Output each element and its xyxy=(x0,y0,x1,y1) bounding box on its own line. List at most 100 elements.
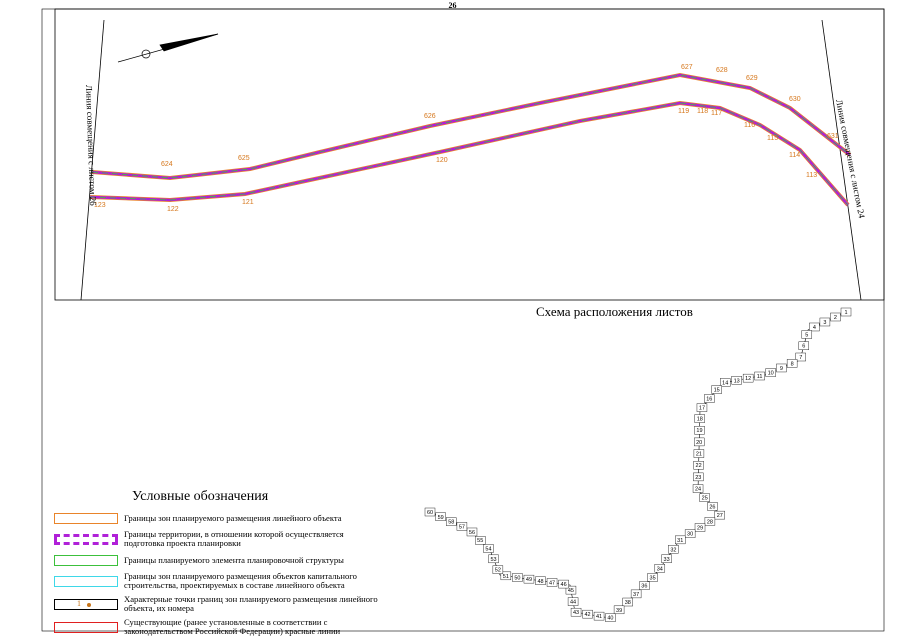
sheet-cell xyxy=(647,573,658,582)
point-label: 629 xyxy=(746,75,758,82)
sheet-cell xyxy=(558,579,569,589)
upper-point-labels: 624 625 626 627 628 629 630 631 xyxy=(161,64,839,168)
sheet-cell xyxy=(714,510,725,520)
sheet-number: 56 xyxy=(469,530,475,536)
sheet-cell xyxy=(582,609,593,619)
left-match-label: Линия совмещения с листом 26 xyxy=(84,85,98,207)
lower-point-labels: 123 122 121 120 119 118 117 116 115 114 … xyxy=(94,108,817,213)
north-arrow-icon xyxy=(117,33,219,63)
sheet-number: 42 xyxy=(584,612,590,618)
sheet-cell xyxy=(754,371,765,381)
sheet-number: 5 xyxy=(805,332,808,338)
map-frame xyxy=(54,8,885,301)
sheet-cell xyxy=(622,597,633,607)
sheet-cell xyxy=(694,426,705,435)
sheet-cell xyxy=(704,517,716,526)
sheet-cell xyxy=(512,573,523,582)
legend-item-text: Границы территории, в отношении которой … xyxy=(124,529,344,548)
point-label: 123 xyxy=(94,202,106,209)
sheet-cell xyxy=(523,574,535,584)
sheet-number: 3 xyxy=(823,320,826,326)
sheet-number: 48 xyxy=(537,579,543,585)
sheet-number: 16 xyxy=(706,397,712,403)
sheet-cell xyxy=(704,394,715,403)
sheet-cell xyxy=(605,613,616,622)
point-label: 630 xyxy=(789,96,801,103)
sheet-cell xyxy=(456,522,468,531)
sheet-cell xyxy=(694,523,706,532)
point-label: 118 xyxy=(697,108,708,115)
sheet-number: 25 xyxy=(702,496,708,502)
sheet-cell xyxy=(466,527,478,537)
sheet-scheme-caption: Схема расположения листов xyxy=(536,304,693,319)
point-label: 116 xyxy=(744,122,755,129)
sheet-cell xyxy=(696,403,708,412)
sheet-number: 4 xyxy=(813,325,816,331)
sheet-cell xyxy=(786,359,798,368)
point-label: 625 xyxy=(238,155,250,162)
sheet-number: 46 xyxy=(561,582,567,588)
red-outline-icon xyxy=(54,621,118,633)
sheet-cell xyxy=(446,517,457,526)
sheet-cell xyxy=(684,529,696,538)
sheet-cell xyxy=(567,597,579,606)
sheet-cell xyxy=(694,414,705,423)
sheet-number: 31 xyxy=(677,538,683,544)
point-label: 119 xyxy=(678,108,689,115)
sheet-cell xyxy=(707,502,718,511)
sheet-number: 51 xyxy=(503,574,509,580)
sheet-cell xyxy=(694,437,705,447)
upper-corridor xyxy=(91,72,852,181)
sheet-cell xyxy=(801,330,813,339)
legend-item: Границы зон планируемого размещения объе… xyxy=(54,572,384,590)
sheet-number: 20 xyxy=(696,440,702,446)
sheet-number: 23 xyxy=(695,475,701,481)
cyan-outline-icon xyxy=(54,575,118,587)
sheet-number: 44 xyxy=(570,600,576,606)
sheet-number: 17 xyxy=(699,406,705,412)
page-number: 26 xyxy=(448,1,457,10)
sheet-cell xyxy=(593,611,605,621)
legend-item-text: Характерные точки границ зон планируемог… xyxy=(124,594,378,613)
sheet-cell xyxy=(693,449,705,458)
sheet-cell xyxy=(483,544,494,553)
sheet-number: 11 xyxy=(757,374,763,380)
sheet-number: 28 xyxy=(707,519,713,525)
green-outline-icon xyxy=(54,554,118,566)
sheet-number: 32 xyxy=(670,547,676,553)
sheet-number: 40 xyxy=(607,616,613,622)
sheet-cell xyxy=(675,535,686,545)
sheet-scheme-labels: 1234567891011121314151617181920212223242… xyxy=(424,307,852,622)
sheet-cell xyxy=(424,507,436,517)
sheet-cell xyxy=(830,312,841,322)
sheet-cell xyxy=(765,368,776,377)
sheet-number: 1 xyxy=(844,310,847,316)
sheet-number: 30 xyxy=(687,532,693,538)
legend-item: Границы планируемого элемента планировоч… xyxy=(54,553,384,567)
sheet-cell xyxy=(654,564,666,573)
sheet-number: 37 xyxy=(633,592,639,598)
sheet-number: 27 xyxy=(717,513,723,519)
point-label: 122 xyxy=(167,206,179,213)
sheet-number: 10 xyxy=(768,371,774,377)
purple-dashed-icon xyxy=(54,533,118,545)
sheet-scheme-route xyxy=(429,311,847,619)
legend-item: Существующие (ранее установленные в соот… xyxy=(54,618,384,636)
sheet-number: 18 xyxy=(697,417,703,423)
point-label: 631 xyxy=(827,133,839,140)
sheet-number: 19 xyxy=(696,428,702,434)
point-label: 121 xyxy=(242,199,254,206)
sheet-cell xyxy=(693,472,704,482)
point-label: 624 xyxy=(161,161,173,168)
sheet-number: 38 xyxy=(625,600,631,606)
sheet-number: 49 xyxy=(526,577,532,583)
sheet-cell xyxy=(565,585,577,595)
sheet-cell xyxy=(809,322,820,332)
sheet-number: 13 xyxy=(734,378,740,384)
sheet-cell xyxy=(500,571,512,581)
sheet-cell xyxy=(798,341,810,350)
sheet-cell xyxy=(693,461,704,470)
sheet-cell xyxy=(475,536,486,545)
point-label: 626 xyxy=(424,113,436,120)
sheet-cell xyxy=(630,589,642,599)
